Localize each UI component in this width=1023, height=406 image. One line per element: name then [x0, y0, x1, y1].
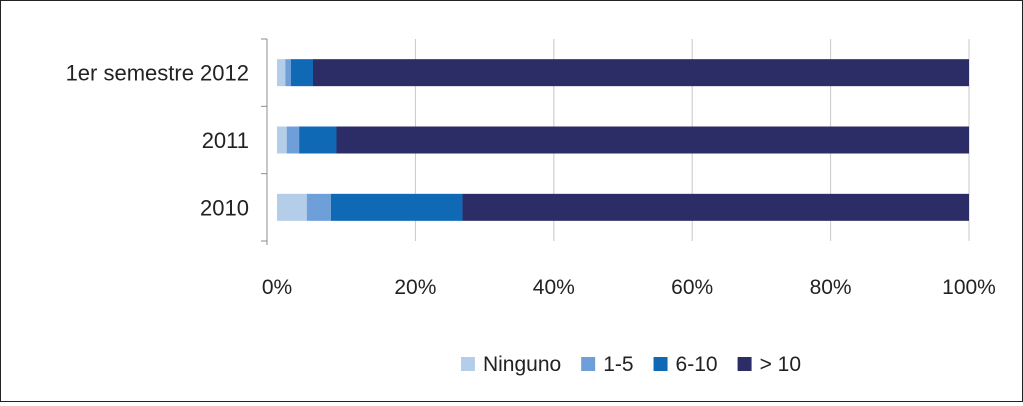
bar-segment [286, 126, 300, 154]
bar-segment [290, 59, 313, 87]
legend-label: > 10 [760, 353, 801, 376]
bar-segment [285, 59, 291, 87]
x-tick-label: 20% [394, 276, 436, 299]
x-tick-label: 60% [671, 276, 713, 299]
x-tick-labels: 0% 20% 40% 60% 80% 100% [262, 276, 996, 299]
legend-label: Ninguno [483, 353, 561, 376]
legend-label: 1-5 [603, 353, 633, 376]
bar-segment [299, 126, 337, 154]
x-tick-label: 100% [942, 276, 996, 299]
x-tick-label: 40% [533, 276, 575, 299]
category-label: 2011 [202, 128, 249, 153]
bar-segment [277, 126, 287, 154]
bar-segment [277, 59, 286, 87]
legend-swatch [653, 357, 668, 371]
legend-label: 6-10 [676, 353, 718, 376]
bar-segment [336, 126, 970, 154]
bar-segment [306, 193, 331, 221]
legend-swatch [460, 357, 475, 371]
legend-swatch [581, 357, 596, 371]
bars [277, 59, 970, 221]
x-tick-label: 0% [262, 276, 292, 299]
bar-segment [330, 193, 463, 221]
x-tick-label: 80% [810, 276, 852, 299]
category-label: 2010 [200, 195, 249, 220]
legend-swatch [737, 357, 752, 371]
category-label: 1er semestre 2012 [66, 61, 249, 86]
category-labels: 1er semestre 2012 2011 2010 [66, 61, 249, 221]
bar-segment [277, 193, 307, 221]
legend: Ninguno 1-5 6-10 > 10 [460, 353, 801, 376]
bar-segment [462, 193, 969, 221]
bar-segment [312, 59, 969, 87]
axes [261, 38, 268, 245]
